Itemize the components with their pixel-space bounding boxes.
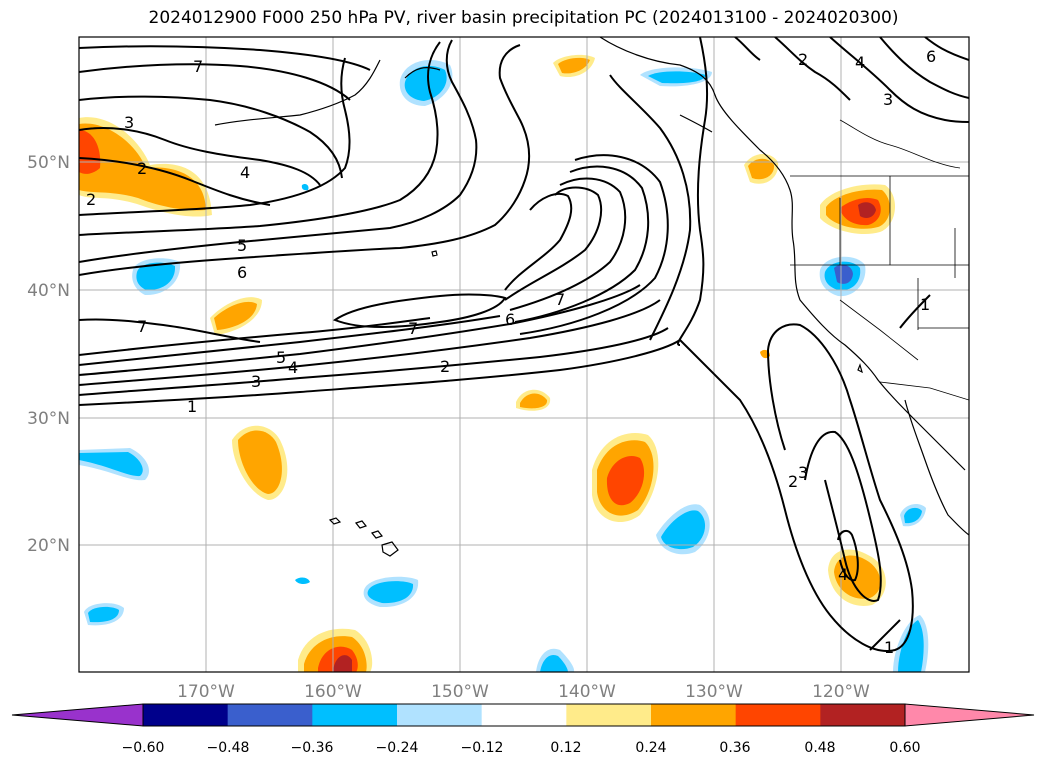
precip-blob: [656, 504, 710, 555]
precip-blob: [295, 183, 310, 585]
colorbar-cell: [566, 704, 652, 726]
colorbar: −0.60 −0.48 −0.36 −0.24 −0.12 0.12 0.24 …: [11, 703, 1035, 756]
precip-blob: [900, 504, 926, 527]
contour-label: 3: [124, 113, 134, 132]
contour-label: 6: [926, 47, 936, 66]
colorbar-extend-high: [904, 703, 1035, 727]
contour-label: 6: [505, 310, 515, 329]
precip-blob: [298, 628, 373, 672]
precip-blob: [819, 256, 866, 297]
contour-label: 2: [798, 50, 808, 69]
precip-blob: [516, 389, 551, 411]
contour-label: 6: [237, 263, 247, 282]
colorbar-cell: [481, 704, 567, 726]
border-layer: [790, 119, 969, 401]
precip-blob: [553, 54, 595, 78]
colorbar-tick-label: 0.24: [635, 740, 666, 756]
contour-label: 2: [440, 357, 450, 376]
pv-contour-layer: [79, 37, 969, 652]
contour-label: 2: [137, 159, 147, 178]
colorbar-outline: [142, 703, 906, 727]
colorbar-tick-label: −0.12: [461, 740, 504, 756]
contour-label: 7: [193, 57, 203, 76]
colorbar-tick-label: −0.48: [207, 740, 250, 756]
lon-tick-labels: 170°W 160°W 150°W 140°W 130°W 120°W: [177, 682, 870, 702]
colorbar-tick-label: 0.48: [804, 740, 835, 756]
coastline-layer: [214, 37, 969, 557]
contour-label: 7: [408, 319, 418, 338]
colorbar-tick-label: −0.24: [376, 740, 419, 756]
lon-tick-label: 140°W: [558, 682, 616, 702]
colorbar-cell: [227, 704, 313, 726]
precip-blob: [592, 433, 659, 523]
lon-tick-label: 170°W: [177, 682, 235, 702]
lon-tick-label: 160°W: [304, 682, 362, 702]
lat-tick-labels: 50°N 40°N 30°N 20°N: [27, 153, 70, 556]
colorbar-tick-label: −0.60: [122, 740, 165, 756]
lat-tick-label: 30°N: [27, 409, 70, 429]
contour-label: 2: [86, 190, 96, 209]
contour-label: 4: [240, 163, 250, 182]
colorbar-tick-label: 0.36: [719, 740, 750, 756]
precip-blob: [640, 67, 712, 87]
colorbar-cell: [397, 704, 483, 726]
contour-label: 1: [884, 638, 894, 657]
lon-tick-label: 130°W: [685, 682, 743, 702]
precip-blob: [84, 603, 124, 626]
precip-blob: [132, 258, 181, 296]
contour-label: 1: [187, 397, 197, 416]
precip-blob: [536, 648, 575, 672]
precip-blob: [399, 60, 453, 106]
map-title: 2024012900 F000 250 hPa PV, river basin …: [148, 8, 899, 28]
precip-blob: [210, 297, 262, 335]
contour-label: 3: [251, 372, 261, 391]
contour-label: 4: [855, 53, 865, 72]
colorbar-cell: [312, 704, 398, 726]
contour-label: 7: [555, 290, 565, 309]
precip-blob: [893, 615, 929, 672]
colorbar-tick-label: 0.60: [889, 740, 920, 756]
precip-blob: [363, 576, 419, 608]
precip-blob: [79, 448, 150, 481]
graticule: [79, 37, 969, 672]
contour-label: 3: [883, 90, 893, 109]
precip-blob: [232, 425, 288, 500]
colorbar-extend-low: [11, 703, 144, 727]
colorbar-cell: [735, 704, 821, 726]
contour-label: 7: [137, 317, 147, 336]
colorbar-tick-labels: −0.60 −0.48 −0.36 −0.24 −0.12 0.12 0.24 …: [122, 740, 921, 756]
colorbar-tick-label: 0.12: [550, 740, 581, 756]
precip-blob: [744, 154, 779, 184]
colorbar-cell: [651, 704, 737, 726]
colorbar-cells: [11, 703, 1035, 727]
contour-label: 1: [920, 295, 930, 314]
contour-label: 3: [798, 463, 808, 482]
colorbar-cell: [143, 704, 229, 726]
contour-label: 4: [838, 565, 848, 584]
contour-label: 2: [788, 472, 798, 491]
contour-label: 5: [237, 236, 247, 255]
lat-tick-label: 40°N: [27, 281, 70, 301]
map-frame: [78, 36, 970, 673]
colorbar-tick-label: −0.36: [291, 740, 334, 756]
lon-tick-label: 150°W: [431, 682, 489, 702]
pv-contour-labels: 7 3 2 2 4 5 6 7 5 4 3 1 7 7 6 2 2 4 3 6 …: [86, 47, 936, 657]
lat-tick-label: 20°N: [27, 536, 70, 556]
lon-tick-label: 120°W: [812, 682, 870, 702]
contour-label: 4: [288, 358, 298, 377]
colorbar-cell: [820, 704, 906, 726]
lat-tick-label: 50°N: [27, 153, 70, 173]
precip-blob: [820, 184, 896, 235]
contour-label: 5: [276, 348, 286, 367]
